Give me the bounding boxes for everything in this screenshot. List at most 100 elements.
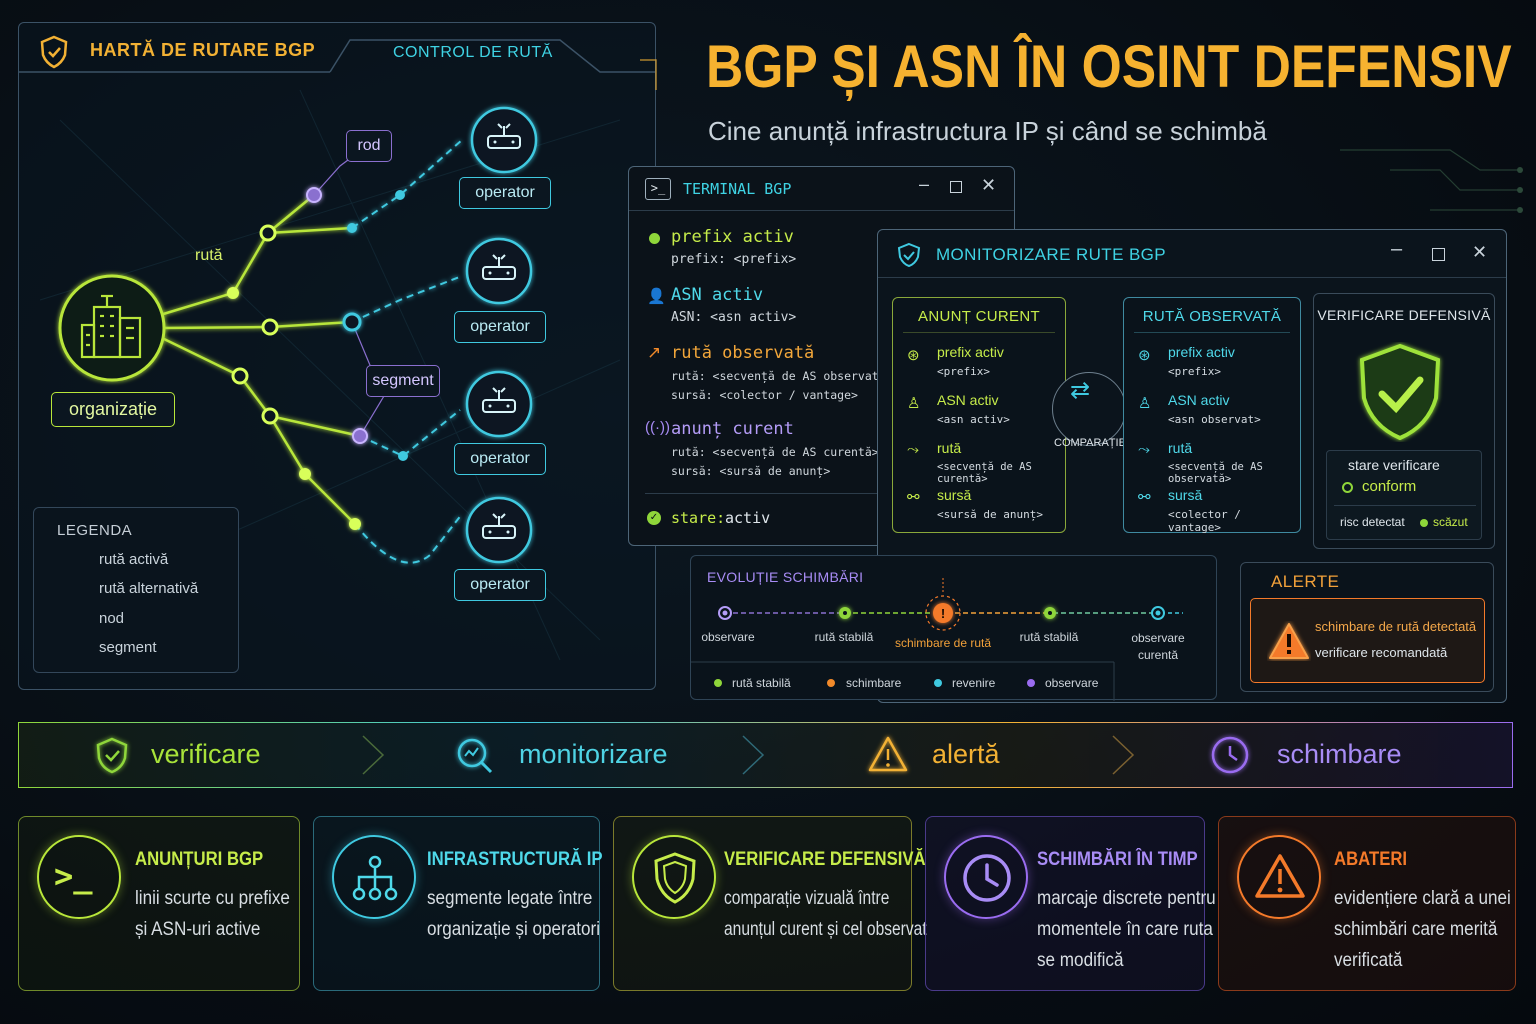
circuit-decoration bbox=[1340, 149, 1523, 213]
network-tree-icon bbox=[332, 835, 416, 919]
card-5-line-1: evidențiere clară a unei bbox=[1334, 888, 1511, 909]
risk-label: risc detectat bbox=[1340, 515, 1405, 529]
current-announcement-box: ANUNȚ CURENT ⊛ prefix activ <prefix> ♙ A… bbox=[892, 297, 1066, 533]
alerts-panel: ALERTE schimbare de rută detectată verif… bbox=[1240, 562, 1494, 692]
organization-label: organizație bbox=[51, 392, 175, 427]
maximize-button[interactable] bbox=[950, 181, 962, 193]
current-asn-label: ASN activ bbox=[937, 392, 999, 408]
warning-icon bbox=[868, 736, 908, 772]
maximize-button[interactable] bbox=[1432, 248, 1445, 261]
minimize-button[interactable]: – bbox=[919, 174, 930, 194]
terminal-title: TERMINAL BGP bbox=[683, 180, 792, 198]
organization-node bbox=[58, 274, 166, 382]
legend-segment: segment bbox=[99, 639, 157, 656]
pipeline-change: schimbare bbox=[1277, 739, 1402, 769]
pipeline-verify: verificare bbox=[151, 739, 261, 769]
card-1-title: ANUNȚURI BGP bbox=[135, 849, 264, 870]
observed-route-box: RUTĂ OBSERVATĂ ⊛ prefix activ <prefix> ♙… bbox=[1123, 297, 1301, 534]
target-icon: ⊛ bbox=[907, 347, 920, 364]
card-5-line-2: schimbări care merită bbox=[1334, 919, 1498, 940]
card-4-line-2: momentele în care ruta bbox=[1037, 919, 1213, 940]
network-tree-glyph bbox=[352, 855, 398, 901]
shield-icon bbox=[897, 242, 921, 268]
terminal-observed-head: rută observată bbox=[671, 343, 815, 363]
user-icon: 👤 bbox=[647, 288, 666, 305]
status-dot-icon bbox=[1420, 519, 1428, 527]
operator-label-2: operator bbox=[454, 311, 546, 343]
card-bgp-announcements: >_ ANUNȚURI BGP linii scurte cu prefixe … bbox=[18, 816, 300, 991]
verify-title: VERIFICARE DEFENSIVĂ bbox=[1317, 307, 1491, 323]
observed-source-value: <colector / vantage> bbox=[1168, 508, 1241, 534]
svg-text:!: ! bbox=[941, 606, 945, 621]
card-ip-infrastructure: INFRASTRUCTURĂ IP segmente legate între … bbox=[313, 816, 603, 991]
current-prefix-value: <prefix> bbox=[937, 365, 990, 378]
swap-arrows-icon: ⇄ bbox=[1070, 377, 1091, 404]
map-legend: LEGENDA rută activă rută alternativă nod… bbox=[33, 507, 239, 673]
close-button[interactable]: ✕ bbox=[1472, 242, 1488, 262]
route-nodes bbox=[227, 187, 408, 530]
verify-state-value: conform bbox=[1362, 478, 1417, 495]
minimize-button[interactable]: – bbox=[1391, 238, 1403, 260]
legend-title: LEGENDA bbox=[57, 522, 133, 539]
legend-alt-route: rută alternativă bbox=[99, 580, 199, 597]
card-2-line-2: organizație și operatori bbox=[427, 919, 600, 940]
close-button[interactable]: ✕ bbox=[981, 175, 997, 195]
card-5-text: evidențiere clară a unei schimbări care … bbox=[1334, 883, 1511, 976]
legend-active-route: rută activă bbox=[99, 551, 169, 568]
operator-label-1: operator bbox=[459, 177, 551, 209]
current-route-value: <secvență de AS curentă> bbox=[937, 461, 1032, 485]
terminal-current-head: anunț curent bbox=[671, 419, 794, 439]
process-pipeline bbox=[18, 722, 1513, 788]
terminal-icon: >_ bbox=[37, 835, 121, 919]
target-icon: ⊛ bbox=[1138, 347, 1151, 364]
alert-line-1: schimbare de rută detectată bbox=[1315, 619, 1477, 634]
timeline-legend-stable: rută stabilă bbox=[732, 676, 791, 690]
pipeline-monitor: monitorizare bbox=[519, 739, 668, 769]
alert-card[interactable]: schimbare de rută detectată verificare r… bbox=[1250, 598, 1485, 683]
link-icon: ⚯ bbox=[907, 489, 920, 506]
card-4-title: SCHIMBĂRI ÎN TIMP bbox=[1037, 849, 1198, 870]
broadcast-icon: ((·)) bbox=[645, 419, 670, 436]
terminal-prompt-icon: >_ bbox=[645, 178, 671, 200]
terminal-glyph: >_ bbox=[54, 857, 93, 895]
card-5-title: ABATERI bbox=[1334, 849, 1408, 870]
route-icon: ⤳ bbox=[907, 441, 920, 458]
map-title: HARTĂ DE RUTARE BGP bbox=[90, 40, 316, 60]
user-icon: ♙ bbox=[907, 395, 921, 412]
route-control-label: CONTROL DE RUTĂ bbox=[393, 44, 553, 61]
card-changes-over-time: SCHIMBĂRI ÎN TIMP marcaje discrete pentr… bbox=[925, 816, 1216, 991]
terminal-prefix-line: prefix: <prefix> bbox=[671, 252, 797, 267]
current-prefix-label: prefix activ bbox=[937, 344, 1004, 360]
observed-box-title: RUTĂ OBSERVATĂ bbox=[1142, 308, 1282, 325]
change-timeline: EVOLUȚIE SCHIMBĂRI ! observare rută stab… bbox=[690, 555, 1217, 701]
card-4-line-3: se modifică bbox=[1037, 950, 1124, 971]
user-icon: ♙ bbox=[1138, 395, 1152, 412]
terminal-status-value: activ bbox=[725, 509, 771, 527]
card-3-text: comparație vizuală între anunțul curent … bbox=[724, 883, 927, 945]
timeline-point-stable-1: rută stabilă bbox=[814, 630, 874, 644]
current-route-label: rută bbox=[937, 440, 962, 456]
check-icon: ✓ bbox=[647, 511, 661, 525]
alerts-title: ALERTE bbox=[1271, 572, 1340, 591]
clock-icon bbox=[1211, 736, 1249, 774]
page-subtitle: Cine anunță infrastructura IP și când se… bbox=[708, 116, 1267, 146]
legend-node: nod bbox=[99, 610, 125, 627]
verify-state-label: stare verificare bbox=[1348, 457, 1440, 473]
route-icon: ⤳ bbox=[1138, 441, 1151, 458]
card-1-line-1: linii scurte cu prefixe bbox=[135, 888, 290, 909]
status-dot-icon bbox=[649, 233, 660, 244]
card-3-line-1: comparație vizuală între bbox=[724, 888, 890, 909]
route-arrow-icon: ↗ bbox=[647, 343, 662, 362]
terminal-asn-line: ASN: <asn activ> bbox=[671, 310, 797, 325]
card-1-text: linii scurte cu prefixe și ASN-uri activ… bbox=[135, 883, 290, 945]
terminal-current-line1: rută: <secvență de AS curentă> bbox=[671, 445, 879, 459]
timeline-point-stable-2: rută stabilă bbox=[1019, 630, 1079, 644]
verify-status-panel bbox=[1326, 450, 1482, 540]
card-3-line-2: anunțul curent și cel observat bbox=[724, 919, 927, 940]
current-source-label: sursă bbox=[937, 487, 972, 503]
active-routes bbox=[159, 194, 361, 525]
warning-icon bbox=[1237, 835, 1321, 919]
pipeline-chevrons bbox=[96, 735, 1249, 775]
card-deviations: ABATERI evidențiere clară a unei schimbă… bbox=[1218, 816, 1516, 991]
card-4-line-1: marcaje discrete pentru bbox=[1037, 888, 1216, 909]
